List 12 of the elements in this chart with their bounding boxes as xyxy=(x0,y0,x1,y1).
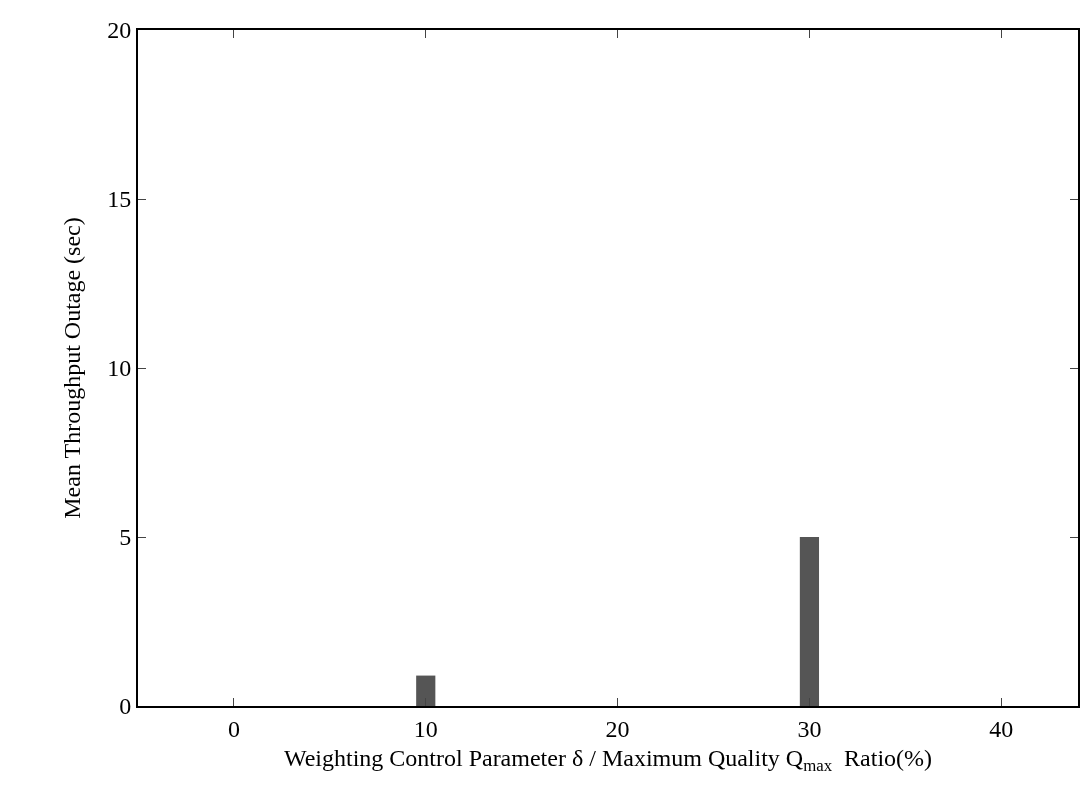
x-tick-label: 40 xyxy=(989,715,1014,742)
y-tick-label: 15 xyxy=(107,186,132,213)
y-tick-label: 0 xyxy=(119,693,132,720)
x-tick-label: 0 xyxy=(227,715,240,742)
x-tick-label: 10 xyxy=(413,715,438,742)
y-tick-label: 20 xyxy=(107,17,132,44)
y-tick-label: 10 xyxy=(107,355,132,382)
x-axis-title: Weighting Control Parameter δ / Maximum Quality Q$_{max}$ Ratio(%) xyxy=(283,744,933,775)
y-tick-label: 5 xyxy=(119,524,132,551)
y-axis-title: Mean Throughput Outage (sec) xyxy=(58,217,85,519)
x-tick-label: 30 xyxy=(797,715,822,742)
x-tick-label: 20 xyxy=(605,715,630,742)
